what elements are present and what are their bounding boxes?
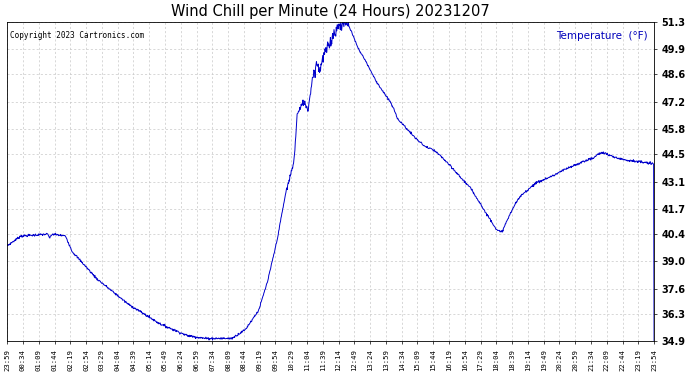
Text: Copyright 2023 Cartronics.com: Copyright 2023 Cartronics.com <box>10 31 144 40</box>
Text: Temperature  (°F): Temperature (°F) <box>556 31 648 41</box>
Title: Wind Chill per Minute (24 Hours) 20231207: Wind Chill per Minute (24 Hours) 2023120… <box>171 4 490 19</box>
